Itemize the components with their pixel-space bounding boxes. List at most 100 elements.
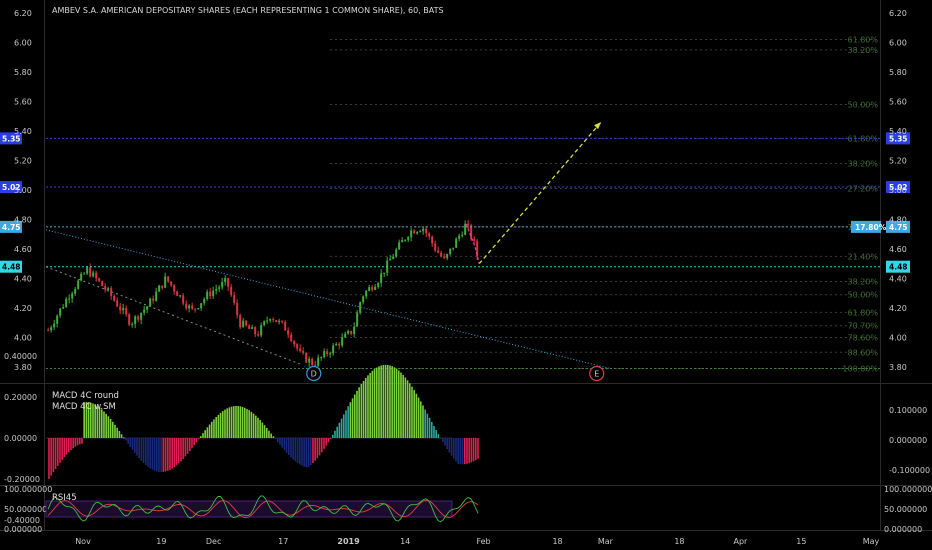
macd-histogram-bar <box>261 422 264 438</box>
macd-legend-smooth: MACD 4C w.SM <box>52 402 116 412</box>
macd-histogram-bar <box>72 438 74 449</box>
macd-histogram-bar <box>92 403 94 438</box>
macd-histogram-bar <box>160 438 162 473</box>
macd-histogram-bar <box>202 433 204 438</box>
candle-body <box>266 320 269 322</box>
candle-body <box>155 291 158 301</box>
candle-body <box>278 320 281 322</box>
candle-body <box>152 298 155 301</box>
candle-body <box>350 330 353 334</box>
macd-histogram-bar <box>59 438 61 463</box>
candle-body <box>146 306 149 310</box>
candle-body <box>110 288 113 297</box>
macd-histogram-bar <box>386 364 389 438</box>
macd-histogram-bar <box>378 366 380 438</box>
macd-histogram-bar <box>105 413 107 438</box>
rsi-tick-left: 100.000000 <box>4 485 52 494</box>
rsi-signal-line <box>47 499 479 519</box>
candle-body <box>245 320 248 326</box>
price-tick-right: 6.20 <box>889 9 907 18</box>
macd-histogram-bar <box>257 417 259 438</box>
macd-histogram-bar <box>395 368 398 438</box>
candle-body <box>101 281 104 287</box>
candle-body <box>56 315 59 324</box>
candle-body <box>200 303 203 309</box>
candle-body <box>362 296 365 303</box>
candle-body <box>317 357 320 366</box>
macd-histogram-bar <box>397 370 400 438</box>
macd-histogram-bar <box>136 438 138 456</box>
descending-trendline <box>45 229 611 369</box>
candle-body <box>176 291 179 296</box>
candle-body <box>311 358 314 365</box>
macd-histogram-bar <box>362 380 365 438</box>
candle-body <box>332 345 335 354</box>
candle-body <box>140 312 143 320</box>
candle-body <box>431 236 434 244</box>
candle-body <box>434 243 437 251</box>
price-tick-right: 5.60 <box>889 98 907 107</box>
candle-body <box>383 272 386 274</box>
macd-histogram-bar <box>444 438 446 446</box>
candle-body <box>98 278 101 282</box>
macd-tick-right: 0.000000 <box>889 436 927 445</box>
macd-histogram-bar <box>228 407 231 438</box>
candle-body <box>422 228 425 232</box>
macd-histogram-bar <box>235 405 237 438</box>
price-badge-right <box>886 260 910 273</box>
fib-highlight-label: 17.80% <box>855 223 887 232</box>
candle-body <box>389 259 392 261</box>
macd-histogram-bar <box>358 387 360 438</box>
candle-body <box>71 293 74 299</box>
macd-histogram-bar <box>459 438 462 465</box>
candle-body <box>356 312 359 327</box>
candle-body <box>440 252 443 257</box>
candle-body <box>410 230 413 238</box>
macd-histogram-bar <box>162 438 165 472</box>
macd-histogram-bar <box>373 369 376 438</box>
macd-histogram-bar <box>327 438 330 443</box>
price-tick-left: 4.80 <box>14 216 32 225</box>
candle-body <box>164 276 167 288</box>
candle-body <box>401 240 404 243</box>
time-axis: Nov 19 Dec 17 2019 14 Feb 18 Mar 18 Apr 15 May <box>75 537 879 546</box>
candle-body <box>212 290 215 296</box>
projection-arrow-line <box>478 121 602 265</box>
macd-histogram-bar <box>85 402 88 438</box>
macd-histogram-bar <box>406 380 409 438</box>
macd-histogram-bar <box>184 438 187 457</box>
price-tick-right: 6.00 <box>889 39 907 48</box>
macd-histogram-bar <box>224 409 226 438</box>
macd-histogram-bar <box>380 365 382 438</box>
macd-histogram-bar <box>307 438 310 467</box>
macd-histogram-bar <box>270 433 272 438</box>
macd-histogram-bar <box>180 438 182 462</box>
candle-body <box>59 308 62 316</box>
candle-body <box>416 231 419 234</box>
macd-histogram-bar <box>430 421 433 438</box>
candle-body <box>116 300 119 307</box>
macd-histogram-bar <box>111 421 114 438</box>
macd-histogram-bar <box>206 427 209 438</box>
candle-body <box>92 272 95 277</box>
fib-level-label: 38.20% <box>847 277 878 286</box>
price-tick-right: 5.20 <box>889 157 907 166</box>
macd-histogram-bar <box>305 438 308 468</box>
macd-histogram-bar <box>472 438 475 462</box>
macd-histogram-bar <box>389 365 391 438</box>
candle-body <box>407 237 410 240</box>
time-tick-label: 18 <box>552 537 562 546</box>
candle-body <box>323 351 326 358</box>
macd-histogram-bar <box>263 425 266 438</box>
macd-histogram-bar <box>340 418 343 438</box>
macd-histogram-bar <box>452 438 455 459</box>
macd-histogram-bar <box>109 418 112 438</box>
price-badge-left-label: 5.02 <box>2 183 21 192</box>
macd-tick-left: 0.40000 <box>4 352 37 361</box>
candle-body <box>83 273 86 275</box>
candle-body <box>428 233 431 237</box>
candle-body <box>170 281 173 286</box>
macd-histogram-bar <box>408 383 411 438</box>
candle-body <box>62 307 65 309</box>
